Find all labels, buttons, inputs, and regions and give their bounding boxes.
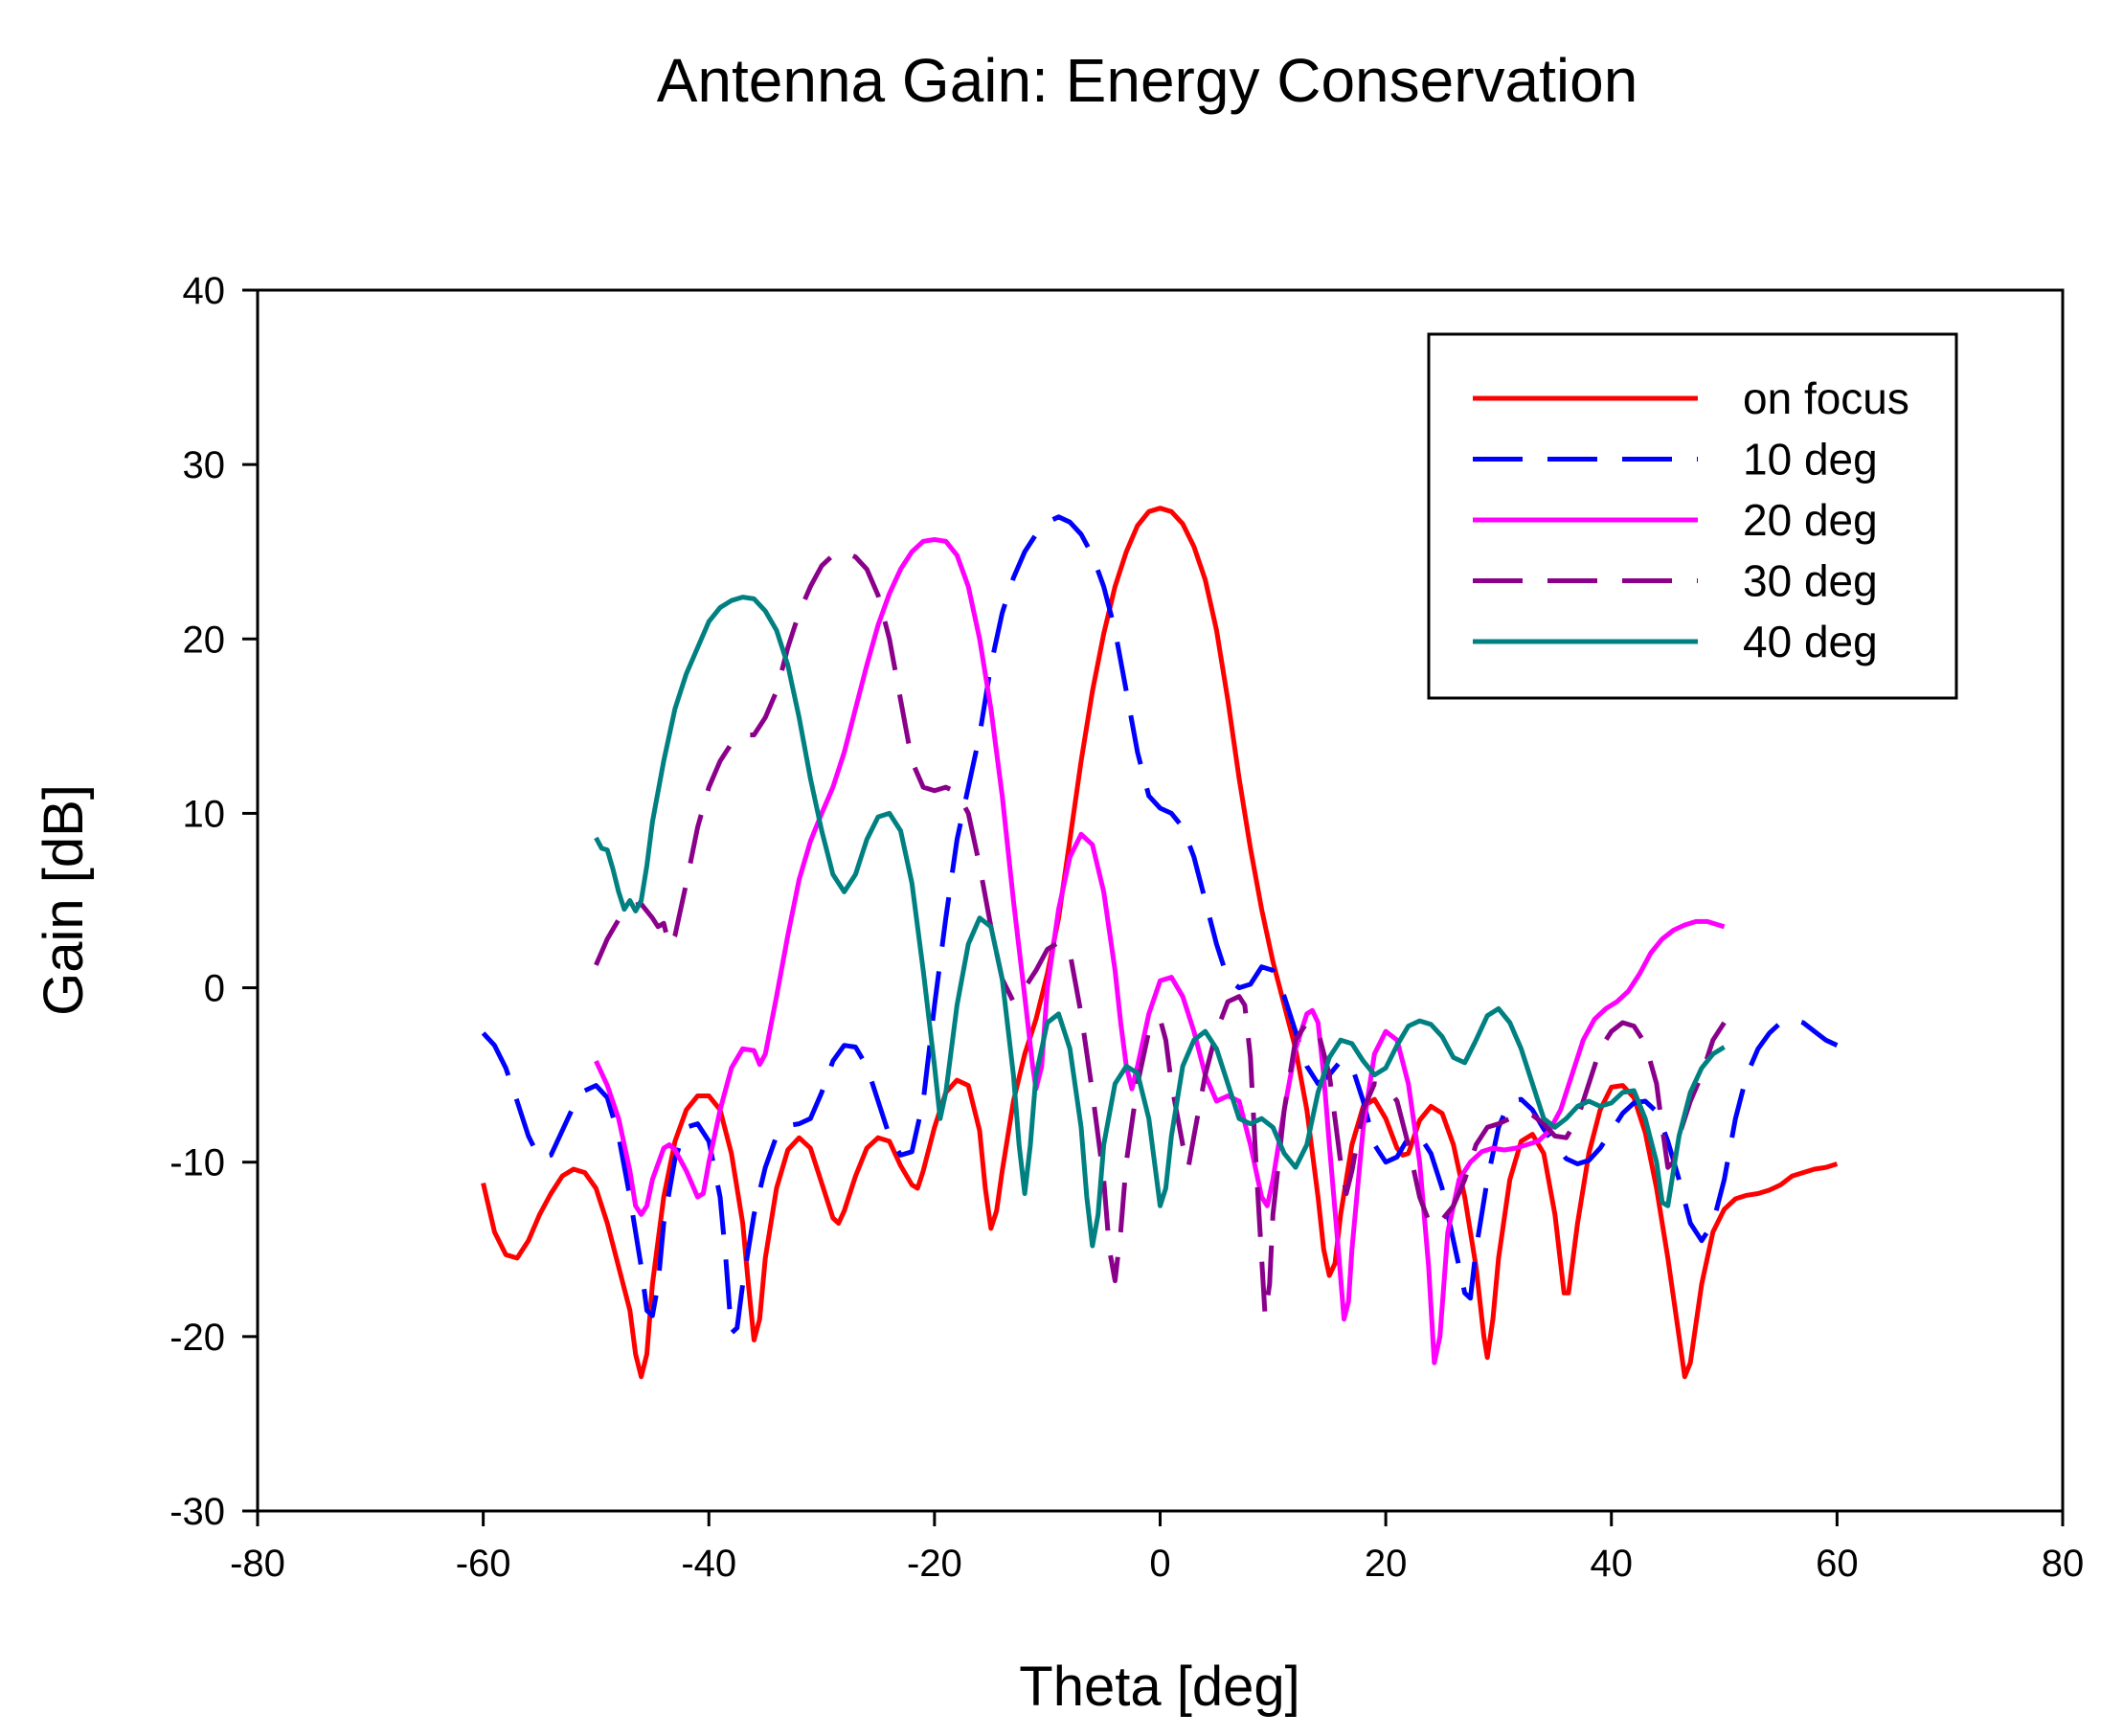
x-tick-label: -40 bbox=[681, 1543, 736, 1585]
series-line-on-focus bbox=[481, 506, 1839, 1380]
x-tick-label: -60 bbox=[456, 1543, 511, 1585]
y-tick-label: -30 bbox=[169, 1491, 225, 1533]
series-line-20-deg bbox=[594, 537, 1726, 1365]
y-tick-label: 30 bbox=[183, 444, 226, 486]
legend: on focus 10 deg 20 deg 30 deg 40 deg bbox=[1427, 332, 1958, 700]
x-tick-label: 20 bbox=[1365, 1543, 1408, 1585]
x-axis: -80 -60 -40 -20 0 20 40 60 80 bbox=[230, 1511, 2084, 1585]
series-layer bbox=[481, 506, 1839, 1380]
chart-title: Antenna Gain: Energy Conservation bbox=[657, 46, 1638, 115]
y-tick-label: 40 bbox=[183, 270, 226, 312]
legend-label: 10 deg bbox=[1743, 435, 1878, 485]
y-tick-label: 0 bbox=[204, 968, 225, 1010]
x-axis-label: Theta [deg] bbox=[1019, 1656, 1299, 1718]
y-tick-label: 10 bbox=[183, 793, 226, 835]
x-tick-label: 60 bbox=[1816, 1543, 1859, 1585]
series-line-40-deg bbox=[594, 595, 1726, 1249]
series-line-10-deg bbox=[481, 514, 1839, 1336]
legend-label: 40 deg bbox=[1743, 617, 1878, 666]
x-tick-label: 40 bbox=[1591, 1543, 1634, 1585]
x-tick-label: 80 bbox=[2042, 1543, 2085, 1585]
y-tick-label: 20 bbox=[183, 619, 226, 661]
x-tick-label: -80 bbox=[230, 1543, 285, 1585]
legend-label: 20 deg bbox=[1743, 495, 1878, 545]
y-axis: -30 -20 -10 0 10 20 30 40 bbox=[169, 270, 258, 1533]
legend-label: 30 deg bbox=[1743, 556, 1878, 606]
y-tick-label: -20 bbox=[169, 1317, 225, 1359]
y-axis-label: Gain [dB] bbox=[33, 784, 95, 1016]
x-tick-label: 0 bbox=[1149, 1543, 1170, 1585]
legend-label: on focus bbox=[1743, 373, 1909, 423]
legend-box bbox=[1427, 332, 1958, 700]
x-tick-label: -20 bbox=[907, 1543, 962, 1585]
y-tick-label: -10 bbox=[169, 1142, 225, 1184]
